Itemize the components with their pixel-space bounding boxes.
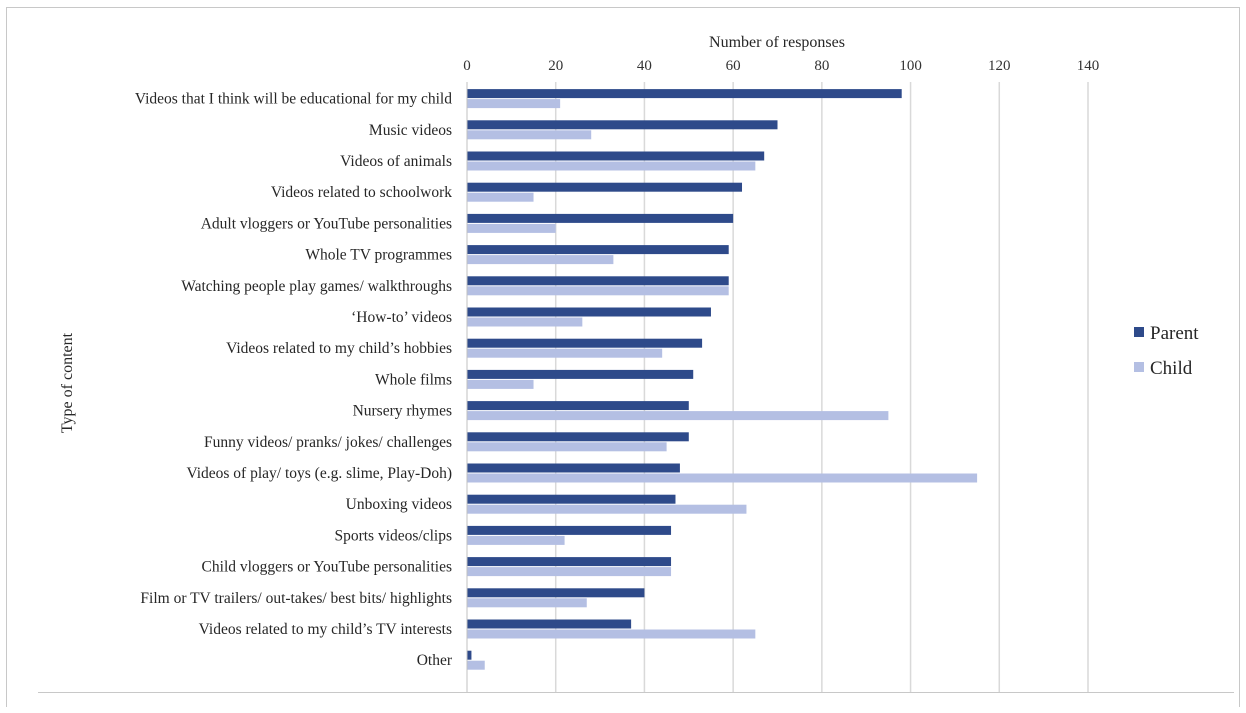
bar-child <box>467 286 729 296</box>
x-axis-title: Number of responses <box>709 34 845 51</box>
category-label: Music videos <box>369 122 452 139</box>
bar-parent <box>467 89 902 99</box>
category-label: Nursery rhymes <box>353 403 452 420</box>
x-tick-label: 20 <box>548 58 563 74</box>
bar-parent <box>467 463 680 473</box>
bar-parent <box>467 338 703 348</box>
bar-child <box>467 99 561 109</box>
bar-parent <box>467 213 734 223</box>
legend-label-parent: Parent <box>1150 323 1199 344</box>
bar-parent <box>467 245 729 255</box>
category-labels: Videos that I think will be educational … <box>135 91 453 670</box>
category-label: ‘How-to’ videos <box>351 309 452 326</box>
bar-parent <box>467 494 676 504</box>
bar-child <box>467 660 485 670</box>
bar-parent <box>467 650 472 660</box>
bar-parent <box>467 557 672 567</box>
x-tick-labels: 0 20 40 60 80 100 120 140 <box>463 58 1099 74</box>
chart-frame-bottom-line <box>38 692 1234 693</box>
bar-child <box>467 192 534 202</box>
bar-child <box>467 629 756 639</box>
bar-child <box>467 317 583 327</box>
category-label: Videos related to schoolwork <box>271 184 452 201</box>
x-tick-label: 140 <box>1077 58 1100 74</box>
bar-parent <box>467 432 689 442</box>
bar-parent <box>467 619 632 629</box>
y-axis-title: Type of content <box>59 332 76 433</box>
bar-parent <box>467 120 778 130</box>
bar-child <box>467 442 667 452</box>
category-label: Child vloggers or YouTube personalities <box>202 559 452 576</box>
category-label: Other <box>417 652 453 669</box>
category-label: Sports videos/clips <box>334 527 452 544</box>
category-label: Watching people play games/ walkthroughs <box>181 278 452 295</box>
category-label: Videos that I think will be educational … <box>135 91 452 108</box>
bar-parent <box>467 151 765 161</box>
x-tick-label: 60 <box>726 58 741 74</box>
bar-parent <box>467 276 729 286</box>
gridlines <box>554 82 1089 692</box>
bar-parent <box>467 588 645 598</box>
x-tick-label: 100 <box>899 58 922 74</box>
bar-child <box>467 567 672 577</box>
x-tick-label: 80 <box>814 58 829 74</box>
bar-child <box>467 223 556 233</box>
bar-child <box>467 348 663 358</box>
bar-child <box>467 379 534 389</box>
bar-child <box>467 161 756 171</box>
legend-label-child: Child <box>1150 358 1193 379</box>
category-label: Whole TV programmes <box>305 247 452 264</box>
chart-frame <box>6 7 1240 707</box>
legend-swatch-child <box>1134 362 1144 372</box>
bars <box>467 89 978 670</box>
bar-parent <box>467 369 694 379</box>
category-label: Videos related to my child’s hobbies <box>226 340 452 357</box>
bar-child <box>467 255 614 265</box>
x-tick-label: 120 <box>988 58 1011 74</box>
category-label: Funny videos/ pranks/ jokes/ challenges <box>204 434 452 451</box>
category-label: Film or TV trailers/ out-takes/ best bit… <box>140 590 452 607</box>
bar-parent <box>467 401 689 411</box>
bar-parent <box>467 307 711 317</box>
legend: Parent Child <box>1134 323 1199 379</box>
category-label: Adult vloggers or YouTube personalities <box>201 215 452 232</box>
bar-parent <box>467 182 743 192</box>
bar-child <box>467 411 889 421</box>
x-tick-label: 40 <box>637 58 652 74</box>
category-label: Videos of play/ toys (e.g. slime, Play-D… <box>186 465 452 482</box>
bar-parent <box>467 525 672 535</box>
category-label: Whole films <box>375 371 452 388</box>
bar-child <box>467 504 747 514</box>
x-tick-label: 0 <box>463 58 471 74</box>
category-label: Videos of animals <box>340 153 452 170</box>
bar-child <box>467 598 587 608</box>
bar-child <box>467 473 978 483</box>
category-label: Unboxing videos <box>346 496 452 513</box>
bar-child <box>467 535 565 545</box>
legend-swatch-parent <box>1134 327 1144 337</box>
bar-child <box>467 130 592 140</box>
category-label: Videos related to my child’s TV interest… <box>199 621 452 638</box>
